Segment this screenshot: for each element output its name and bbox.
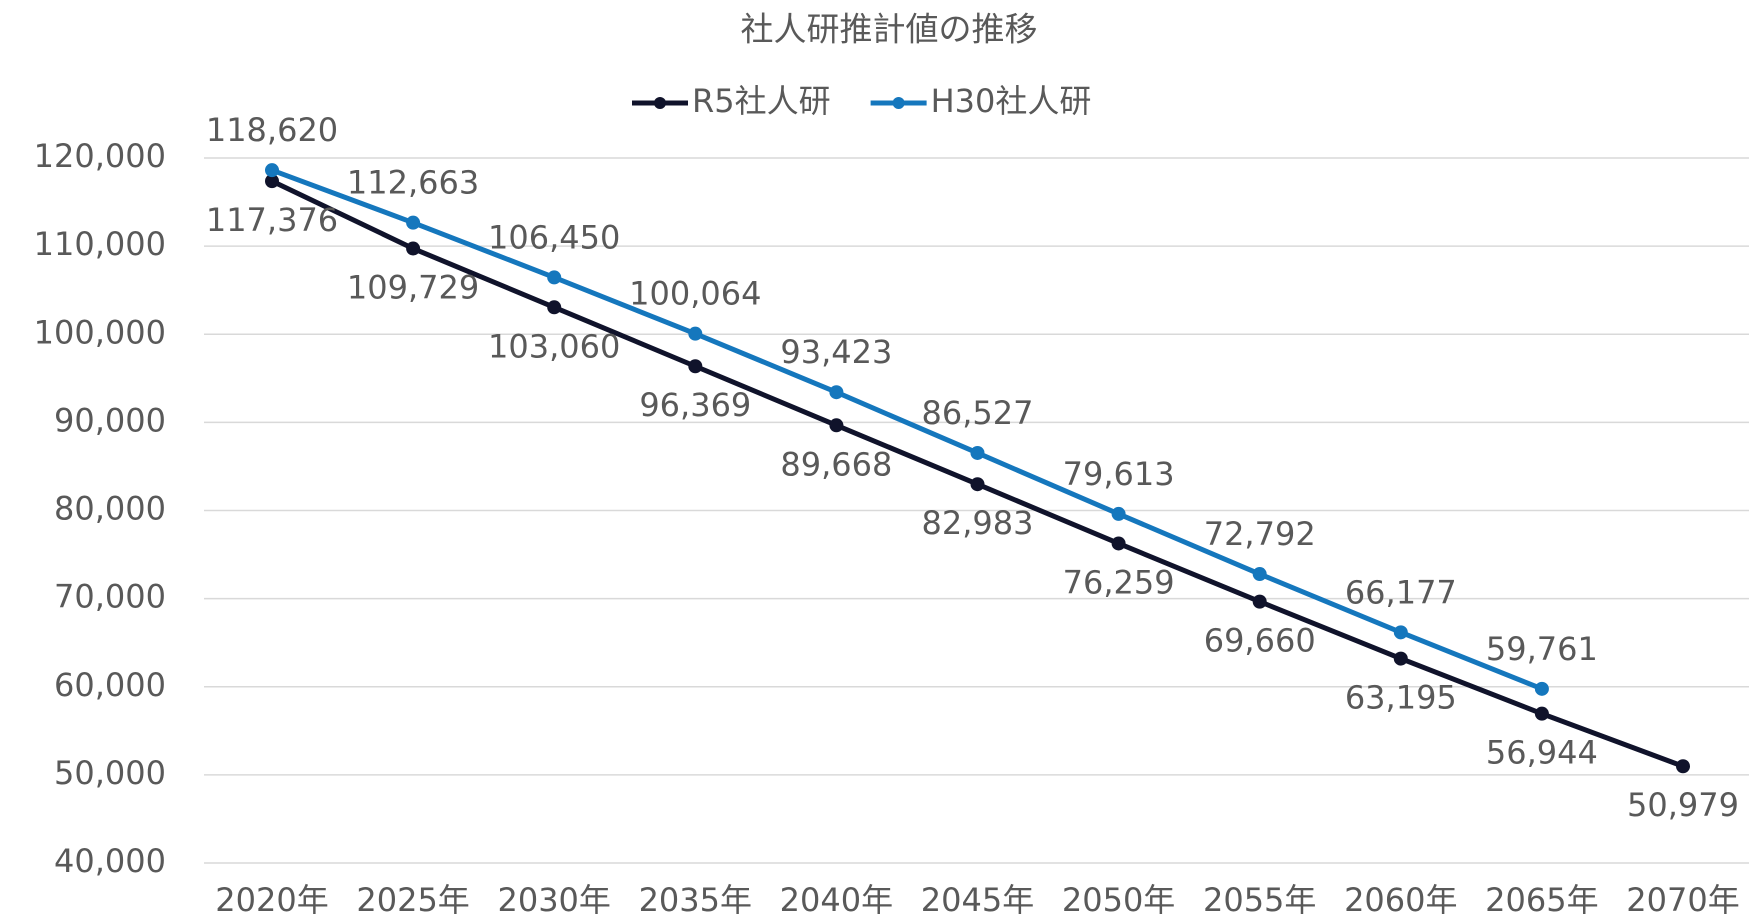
data-label: 79,613 xyxy=(1063,455,1175,493)
x-tick-label: 2020年 xyxy=(215,881,328,919)
data-label: 112,663 xyxy=(347,164,479,202)
data-point xyxy=(688,326,703,341)
data-label: 76,259 xyxy=(1063,563,1175,601)
series-line xyxy=(271,167,1543,692)
x-tick-label: 2060年 xyxy=(1344,881,1457,919)
data-point xyxy=(1252,594,1267,609)
data-label: 72,792 xyxy=(1204,515,1316,553)
data-label: 117,376 xyxy=(206,201,338,239)
data-point xyxy=(265,174,279,189)
data-label: 100,064 xyxy=(629,275,761,313)
data-label: 93,423 xyxy=(780,333,892,371)
data-point xyxy=(1111,536,1126,551)
legend-label: H30社人研 xyxy=(931,82,1092,120)
x-tick-label: 2025年 xyxy=(356,881,469,919)
y-tick-label: 40,000 xyxy=(54,842,166,880)
data-point xyxy=(829,385,844,400)
y-tick-label: 70,000 xyxy=(54,578,166,616)
y-tick-label: 120,000 xyxy=(34,137,166,175)
y-tick-label: 50,000 xyxy=(54,754,166,792)
data-label: 118,620 xyxy=(206,111,338,149)
y-tick-label: 110,000 xyxy=(34,225,166,263)
data-label: 109,729 xyxy=(347,269,479,307)
data-label: 82,983 xyxy=(922,504,1034,542)
series-line xyxy=(270,178,1684,769)
y-tick-label: 60,000 xyxy=(54,666,166,704)
x-tick-label: 2050年 xyxy=(1062,881,1175,919)
data-label: 96,369 xyxy=(639,386,751,424)
y-tick-label: 90,000 xyxy=(54,401,166,439)
x-tick-label: 2070年 xyxy=(1626,881,1739,919)
data-point xyxy=(1534,681,1549,696)
data-point xyxy=(970,445,985,460)
x-tick-label: 2055年 xyxy=(1203,881,1316,919)
x-tick-label: 2045年 xyxy=(921,881,1034,919)
y-tick-label: 100,000 xyxy=(34,313,166,351)
data-point xyxy=(1111,506,1126,521)
data-label: 69,660 xyxy=(1204,622,1316,660)
x-tick-label: 2040年 xyxy=(780,881,893,919)
data-point xyxy=(1393,625,1408,640)
data-label: 63,195 xyxy=(1345,679,1457,717)
data-point xyxy=(1676,759,1690,774)
data-label: 66,177 xyxy=(1345,573,1457,611)
data-point xyxy=(1534,706,1549,721)
legend-marker xyxy=(654,97,666,109)
chart-title: 社人研推計値の推移 xyxy=(741,10,1038,49)
data-point xyxy=(970,477,985,492)
data-label: 59,761 xyxy=(1486,630,1598,668)
data-label: 89,668 xyxy=(780,445,892,483)
data-point xyxy=(1393,651,1408,666)
x-tick-label: 2065年 xyxy=(1485,881,1598,919)
data-label: 103,060 xyxy=(488,327,620,365)
x-tick-label: 2035年 xyxy=(639,881,752,919)
data-point xyxy=(265,163,279,178)
x-tick-label: 2030年 xyxy=(497,881,610,919)
data-point xyxy=(406,241,421,256)
legend-label: R5社人研 xyxy=(692,82,831,120)
data-point xyxy=(688,359,703,374)
data-label: 86,527 xyxy=(922,394,1034,432)
y-tick-label: 80,000 xyxy=(54,490,166,528)
data-point xyxy=(406,215,421,230)
data-label: 106,450 xyxy=(488,218,620,256)
legend-marker xyxy=(892,97,905,109)
data-point xyxy=(547,270,562,285)
data-label: 50,979 xyxy=(1627,786,1739,824)
data-point xyxy=(1252,567,1267,582)
data-label: 56,944 xyxy=(1486,734,1598,772)
data-point xyxy=(829,418,844,433)
data-point xyxy=(547,300,562,315)
